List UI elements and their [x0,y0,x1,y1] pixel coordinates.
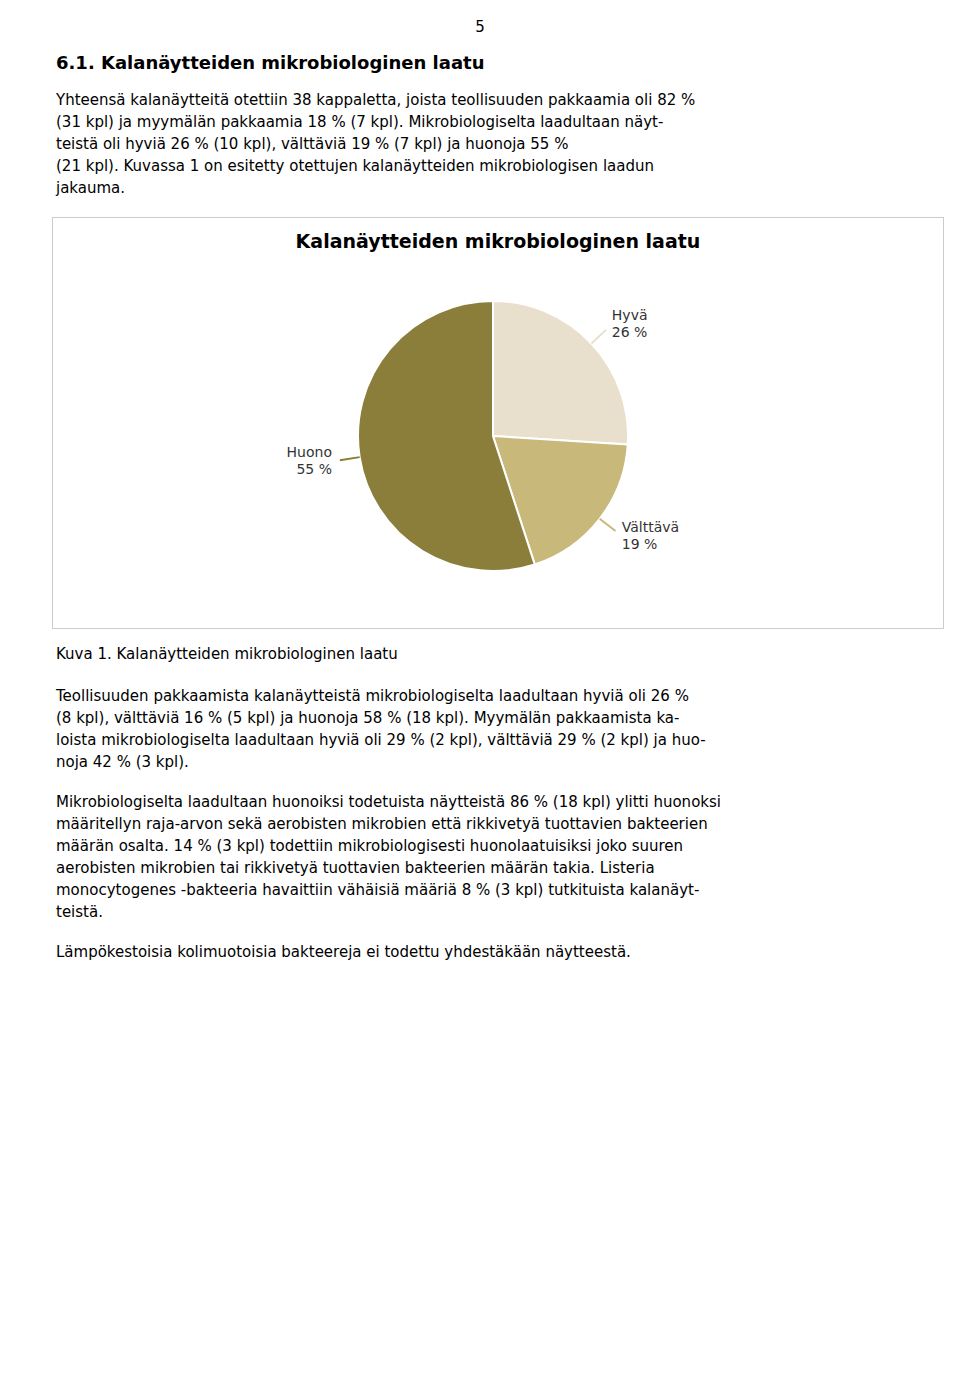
html-text:Mikrobiologiselta laadultaan h: Mikrobiologiselta laadultaan huonoiksi t… [56,793,721,811]
html-text:teistä.: teistä. [56,903,103,921]
html-text:Kalanäytteiden mikrobiologinen: Kalanäytteiden mikrobiologinen laatu [295,230,701,252]
html-text:Teollisuuden pakkaamista kalan: Teollisuuden pakkaamista kalanäytteistä … [56,687,689,705]
html-text:(8 kpl), välttäviä 16 % (5 kpl: (8 kpl), välttäviä 16 % (5 kpl) ja huono… [56,709,680,727]
html-text:monocytogenes -bakteeria havai: monocytogenes -bakteeria havaittiin vähä… [56,881,700,899]
html-text:jakauma.: jakauma. [56,179,126,197]
html-text:(31 kpl) ja myymälän pakkaamia: (31 kpl) ja myymälän pakkaamia 18 % (7 k… [56,113,664,131]
html-text:6.1. Kalanäytteiden mikrobiolo: 6.1. Kalanäytteiden mikrobiologinen laat… [56,52,485,73]
svg-text:Välttävä19 %: Välttävä19 % [622,519,679,552]
html-text:teistä oli hyviä 26 % (10 kpl): teistä oli hyviä 26 % (10 kpl), välttävi… [56,135,569,153]
svg-text:Hyvä26 %: Hyvä26 % [612,307,648,340]
html-text:määritellyn raja-arvon sekä ae: määritellyn raja-arvon sekä aerobisten m… [56,815,708,833]
html-text:Lämpökestoisia kolimuotoisia b: Lämpökestoisia kolimuotoisia bakteereja … [56,943,631,961]
html-text:noja 42 % (3 kpl).: noja 42 % (3 kpl). [56,753,189,771]
html-text:loista mikrobiologiselta laadu: loista mikrobiologiselta laadultaan hyvi… [56,731,706,749]
html-text:aerobisten mikrobien tai rikki: aerobisten mikrobien tai rikkivetyä tuot… [56,859,655,877]
html-text:5: 5 [475,18,485,36]
html-text:määrän osalta. 14 % (3 kpl) to: määrän osalta. 14 % (3 kpl) todettiin mi… [56,837,684,855]
svg-text:Huono55 %: Huono55 % [287,444,332,477]
html-text:(21 kpl). Kuvassa 1 on esitett: (21 kpl). Kuvassa 1 on esitetty otettuje… [56,157,654,175]
html-text:Kuva 1. Kalanäytteiden mikrobi: Kuva 1. Kalanäytteiden mikrobiologinen l… [56,645,398,663]
html-text:Yhteensä kalanäytteitä otettii: Yhteensä kalanäytteitä otettiin 38 kappa… [56,91,696,109]
